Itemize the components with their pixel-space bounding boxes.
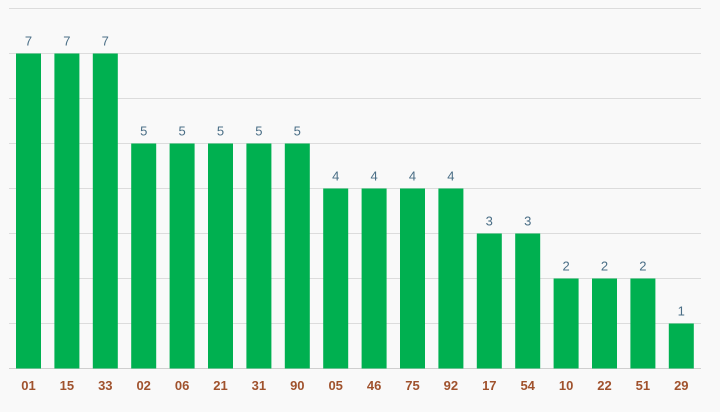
x-tick-label-92: 92	[444, 378, 458, 393]
x-tick-label-10: 10	[559, 378, 573, 393]
x-tick-label-06: 06	[175, 378, 189, 393]
x-tick-label-29: 29	[674, 378, 688, 393]
x-tick-label-54: 54	[520, 378, 535, 393]
x-tick-label-31: 31	[252, 378, 266, 393]
x-tick-label-51: 51	[636, 378, 650, 393]
bar-90[interactable]	[284, 143, 310, 369]
bar-06[interactable]	[169, 143, 195, 369]
bar-22[interactable]	[592, 278, 617, 369]
value-label-92: 4	[447, 169, 454, 184]
bar-33[interactable]	[92, 53, 118, 369]
bar-15[interactable]	[54, 53, 80, 369]
value-label-51: 2	[639, 259, 646, 274]
gridlines	[9, 8, 701, 369]
x-tick-label-33: 33	[98, 378, 112, 393]
value-label-02: 5	[140, 124, 147, 139]
value-label-75: 4	[409, 169, 416, 184]
value-label-33: 7	[102, 34, 109, 49]
value-label-21: 5	[217, 124, 224, 139]
x-tick-label-46: 46	[367, 378, 381, 393]
x-tick-label-90: 90	[290, 378, 304, 393]
bar-21[interactable]	[208, 143, 233, 369]
value-label-31: 5	[255, 124, 262, 139]
bar-01[interactable]	[16, 53, 41, 369]
bar-46[interactable]	[361, 188, 387, 369]
bar-31[interactable]	[246, 143, 272, 369]
x-tick-label-21: 21	[213, 378, 227, 393]
value-label-90: 5	[294, 124, 301, 139]
bar-10[interactable]	[553, 278, 579, 369]
x-tick-label-22: 22	[597, 378, 611, 393]
bars	[16, 53, 694, 369]
value-label-15: 7	[63, 34, 70, 49]
bar-54[interactable]	[515, 233, 541, 369]
x-tick-label-17: 17	[482, 378, 496, 393]
value-labels: 7 7 7 5 5 5 5 5 4 4 4 4 3 3 2 2 2 1	[25, 34, 685, 319]
x-tick-label-05: 05	[328, 378, 342, 393]
x-axis-tick-labels: 01 15 33 02 06 21 31 90 05 46 75 92 17 54 10 22 51 29	[21, 378, 688, 393]
bar-29[interactable]	[668, 323, 694, 369]
bar-02[interactable]	[131, 143, 157, 369]
bar-17[interactable]	[476, 233, 502, 369]
value-label-06: 5	[178, 124, 185, 139]
bar-51[interactable]	[630, 278, 656, 369]
bar-05[interactable]	[323, 188, 349, 369]
value-label-17: 3	[486, 214, 493, 229]
bar-92[interactable]	[438, 188, 464, 369]
value-label-46: 4	[370, 169, 377, 184]
x-tick-label-02: 02	[136, 378, 150, 393]
bar-75[interactable]	[400, 188, 425, 369]
value-label-22: 2	[601, 259, 608, 274]
value-label-01: 7	[25, 34, 32, 49]
value-label-10: 2	[562, 259, 569, 274]
x-tick-label-75: 75	[405, 378, 419, 393]
value-label-29: 1	[678, 304, 685, 319]
value-label-54: 3	[524, 214, 531, 229]
value-label-05: 4	[332, 169, 339, 184]
x-tick-label-15: 15	[60, 378, 74, 393]
x-tick-label-01: 01	[21, 378, 35, 393]
